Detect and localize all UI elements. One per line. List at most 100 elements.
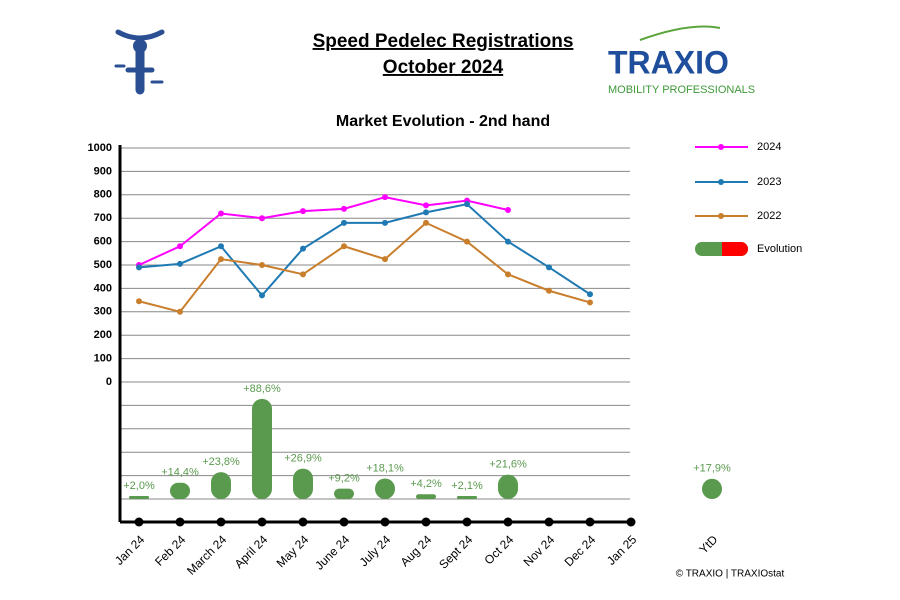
y-tick-label: 300 bbox=[94, 306, 112, 318]
y-tick-label: 1000 bbox=[88, 142, 112, 154]
point bbox=[587, 299, 593, 306]
chart-title: Speed Pedelec Registrations bbox=[313, 31, 574, 52]
data-label: +4,2% bbox=[410, 478, 442, 490]
x-tick-label: Aug 24 bbox=[398, 532, 435, 569]
source: © TRAXIO | TRAXIOstat bbox=[676, 569, 785, 580]
point bbox=[300, 271, 306, 278]
point bbox=[341, 243, 347, 250]
legend-label: 2023 bbox=[757, 176, 781, 188]
data-label: +9,2% bbox=[328, 473, 360, 485]
legend-marker bbox=[718, 213, 724, 219]
chart-title: October 2024 bbox=[383, 57, 504, 78]
point bbox=[546, 287, 552, 294]
logo-name: TRAXIO bbox=[608, 44, 729, 80]
point bbox=[464, 238, 470, 245]
point bbox=[136, 264, 142, 271]
x-tick-dot bbox=[544, 517, 554, 527]
point bbox=[382, 194, 388, 201]
point bbox=[259, 292, 265, 299]
x-tick-label: June 24 bbox=[312, 532, 352, 572]
point bbox=[177, 260, 183, 267]
point bbox=[464, 201, 470, 208]
legend-label: 2022 bbox=[757, 210, 781, 222]
evolution-bar bbox=[129, 496, 149, 499]
point bbox=[218, 243, 224, 250]
y-tick-label: 800 bbox=[94, 189, 112, 201]
series-line bbox=[138, 221, 591, 313]
y-tick-label: 100 bbox=[94, 353, 112, 365]
evolution-bar bbox=[375, 478, 395, 499]
point bbox=[505, 271, 511, 278]
logo-icon bbox=[114, 29, 165, 95]
evolution-bar bbox=[293, 468, 313, 499]
data-label: +21,6% bbox=[489, 458, 527, 470]
point bbox=[382, 256, 388, 263]
y-tick-label: 200 bbox=[94, 329, 112, 341]
x-tick-label: Nov 24 bbox=[521, 532, 558, 569]
x-tick-label: May 24 bbox=[274, 532, 312, 570]
x-tick-label: July 24 bbox=[357, 532, 394, 569]
y-tick-label: 700 bbox=[94, 212, 112, 224]
ytd-label: YtD bbox=[696, 532, 720, 556]
point bbox=[136, 298, 142, 305]
y-tick-label: 600 bbox=[94, 236, 112, 248]
x-tick-label: Jan 25 bbox=[604, 532, 640, 568]
point bbox=[218, 210, 224, 217]
x-tick-dot bbox=[339, 517, 349, 527]
data-label: +18,1% bbox=[366, 462, 404, 474]
lower-grid bbox=[120, 404, 630, 500]
x-tick-label: Feb 24 bbox=[152, 532, 189, 569]
point bbox=[587, 291, 593, 298]
data-label: +17,9% bbox=[693, 463, 731, 475]
x-tick-dot bbox=[503, 517, 513, 527]
data-label: +2,1% bbox=[451, 480, 483, 492]
point bbox=[505, 238, 511, 245]
point bbox=[259, 262, 265, 268]
x-tick-label: March 24 bbox=[184, 532, 230, 578]
x-tick-dot bbox=[298, 517, 308, 527]
point bbox=[382, 219, 388, 226]
evolution-bar bbox=[498, 474, 518, 499]
x-tick-dot bbox=[380, 517, 390, 527]
logo-swoosh bbox=[639, 25, 721, 41]
y-tick-label: 400 bbox=[94, 282, 112, 294]
data-label: +88,6% bbox=[243, 383, 281, 395]
x-tick-label: Oct 24 bbox=[481, 532, 516, 567]
y-tick-label: 0 bbox=[106, 376, 112, 388]
x-tick-label: Jan 24 bbox=[112, 532, 148, 568]
data-label: +2,0% bbox=[123, 480, 155, 492]
x-tick-dot bbox=[175, 517, 185, 527]
point bbox=[423, 219, 429, 226]
x-tick-label: April 24 bbox=[232, 532, 271, 571]
x-tick-dot bbox=[257, 517, 267, 527]
x-tick-dot bbox=[462, 517, 472, 527]
x-tick-dot bbox=[626, 517, 636, 527]
data-label: +26,9% bbox=[284, 453, 322, 465]
legend-label: 2024 bbox=[757, 141, 781, 153]
data-label: +23,8% bbox=[202, 456, 240, 468]
point bbox=[177, 243, 183, 250]
legend-marker bbox=[718, 179, 724, 185]
y-tick-label: 500 bbox=[94, 259, 112, 271]
point bbox=[259, 215, 265, 222]
logo-tagline: MOBILITY PROFESSIONALS bbox=[608, 84, 755, 96]
legend-marker bbox=[718, 144, 724, 150]
x-tick-label: Sept 24 bbox=[436, 532, 475, 571]
legend-swatch-negative bbox=[722, 242, 748, 256]
data-label: +14,4% bbox=[161, 467, 199, 479]
point bbox=[218, 256, 224, 263]
point bbox=[423, 209, 429, 216]
point bbox=[423, 202, 429, 209]
x-tick-dot bbox=[585, 517, 595, 527]
legend-label: Evolution bbox=[757, 243, 802, 255]
evolution-bar bbox=[252, 398, 272, 499]
point bbox=[177, 308, 183, 315]
point bbox=[341, 219, 347, 226]
point bbox=[546, 264, 552, 271]
y-tick-label: 900 bbox=[94, 165, 112, 177]
point bbox=[341, 205, 347, 212]
evolution-bar bbox=[334, 488, 354, 499]
point bbox=[300, 245, 306, 252]
